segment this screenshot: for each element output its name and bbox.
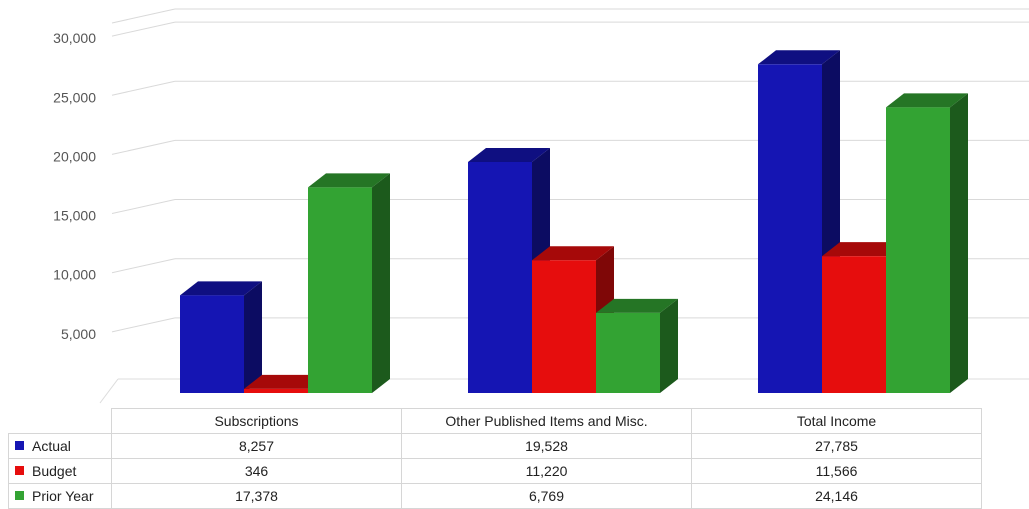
y-tick-label: 30,000 xyxy=(53,30,96,46)
table-row-actual: Actual 8,257 19,528 27,785 xyxy=(8,433,982,459)
series-label: Budget xyxy=(32,463,77,479)
bar-top xyxy=(308,173,390,188)
legend-entry-actual: Actual xyxy=(8,433,112,459)
series-swatch xyxy=(15,441,24,450)
bar xyxy=(180,281,262,393)
bar xyxy=(468,147,550,393)
y-tick-label: 20,000 xyxy=(53,148,96,164)
category-header: Other Published Items and Misc. xyxy=(401,408,692,434)
series-swatch xyxy=(15,466,24,475)
series-label: Prior Year xyxy=(32,488,94,504)
bar-front xyxy=(886,107,950,394)
legend-entry-budget: Budget xyxy=(8,458,112,484)
gridline-wall xyxy=(111,317,176,333)
series-swatch xyxy=(15,491,24,500)
bars xyxy=(180,50,968,394)
legend-entry-prior-year: Prior Year xyxy=(8,483,112,509)
table-cell: 11,566 xyxy=(691,458,982,484)
bar xyxy=(596,298,678,393)
bar-front xyxy=(596,312,660,393)
data-table: Subscriptions Other Published Items and … xyxy=(8,408,982,509)
table-cell: 6,769 xyxy=(401,483,692,509)
bar-top xyxy=(596,298,678,313)
gridline-wall xyxy=(111,199,176,215)
gridline-top xyxy=(111,8,176,24)
y-tick-label: 15,000 xyxy=(53,208,96,224)
category-header: Total Income xyxy=(691,408,982,434)
bar-side xyxy=(950,93,968,394)
gridline-wall xyxy=(111,139,176,155)
bar-front xyxy=(822,256,886,393)
gridline-wall xyxy=(111,258,176,274)
gridline-wall xyxy=(111,21,176,37)
table-cell: 17,378 xyxy=(111,483,402,509)
bar-front xyxy=(244,388,308,393)
bar xyxy=(886,93,968,394)
table-cell: 8,257 xyxy=(111,433,402,459)
bar-front xyxy=(758,64,822,393)
table-row-budget: Budget 346 11,220 11,566 xyxy=(8,458,982,484)
bar-side xyxy=(372,173,390,393)
bar xyxy=(308,173,390,393)
table-cell: 19,528 xyxy=(401,433,692,459)
table-cell: 346 xyxy=(111,458,402,484)
series-label: Actual xyxy=(32,438,71,454)
bar-front xyxy=(468,161,532,393)
bar-top xyxy=(886,93,968,108)
floor-edge xyxy=(99,378,119,404)
bar-top xyxy=(758,50,840,65)
table-row-prior-year: Prior Year 17,378 6,769 24,146 xyxy=(8,483,982,509)
table-cell: 11,220 xyxy=(401,458,692,484)
y-tick-label: 25,000 xyxy=(53,89,96,105)
y-axis-ticks: 5,000 10,000 15,000 20,000 25,000 30,000 xyxy=(53,30,96,342)
table-cell: 24,146 xyxy=(691,483,982,509)
table-header-row: Subscriptions Other Published Items and … xyxy=(9,408,982,434)
bar-top xyxy=(532,246,614,261)
y-tick-label: 5,000 xyxy=(61,326,96,342)
bar-side xyxy=(660,298,678,393)
bar-front xyxy=(308,187,372,393)
bar-top xyxy=(244,374,326,389)
bar-side xyxy=(244,281,262,393)
bar-top xyxy=(468,147,550,162)
gridline-wall xyxy=(111,80,176,96)
bar-front xyxy=(532,260,596,393)
category-header: Subscriptions xyxy=(111,408,402,434)
table-corner xyxy=(9,409,112,434)
table-cell: 27,785 xyxy=(691,433,982,459)
y-tick-label: 10,000 xyxy=(53,267,96,283)
bar-top xyxy=(822,242,904,257)
bar-front xyxy=(180,295,244,393)
bar-top xyxy=(180,281,262,296)
